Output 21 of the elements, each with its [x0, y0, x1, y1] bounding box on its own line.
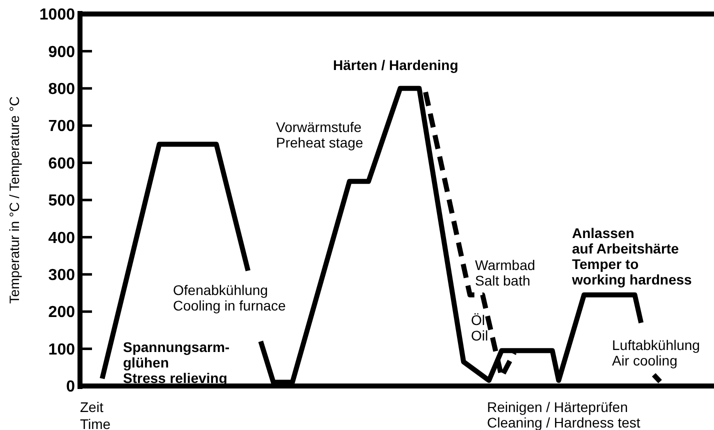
x-axis-title: Zeit Time — [80, 399, 111, 430]
y-tick-label: 400 — [48, 230, 76, 247]
y-tick-label: 600 — [48, 155, 76, 172]
y-tick-label: 700 — [48, 118, 76, 136]
annotation: Öl Oil — [471, 312, 488, 344]
y-tick-label: 0 — [66, 378, 76, 396]
annotation: Vorwärmstufe Preheat stage — [276, 119, 364, 150]
y-tick-label: 500 — [48, 192, 76, 210]
y-tick-label: 100 — [48, 341, 76, 358]
annotation: Härten / Hardening — [333, 57, 458, 73]
annotation: Ofenabkühlung Cooling in furnace — [173, 282, 286, 314]
annotation: Luftabkühlung Air cooling — [612, 337, 700, 368]
y-tick-label: 800 — [48, 81, 76, 98]
annotation: Spannungsarm- glühen Stress relieving — [123, 339, 230, 386]
annotation: Anlassen auf Arbeitshärte Temper to working hardness — [571, 225, 692, 288]
y-axis-title: Temperatur in °C / Temperature °C — [7, 96, 22, 304]
y-tick-label: 900 — [48, 44, 76, 61]
y-tick-label: 300 — [48, 267, 76, 284]
y-tick-label: 1000 — [39, 6, 76, 24]
annotation: Warmbad Salt bath — [475, 257, 536, 288]
y-tick-label: 200 — [48, 304, 76, 322]
